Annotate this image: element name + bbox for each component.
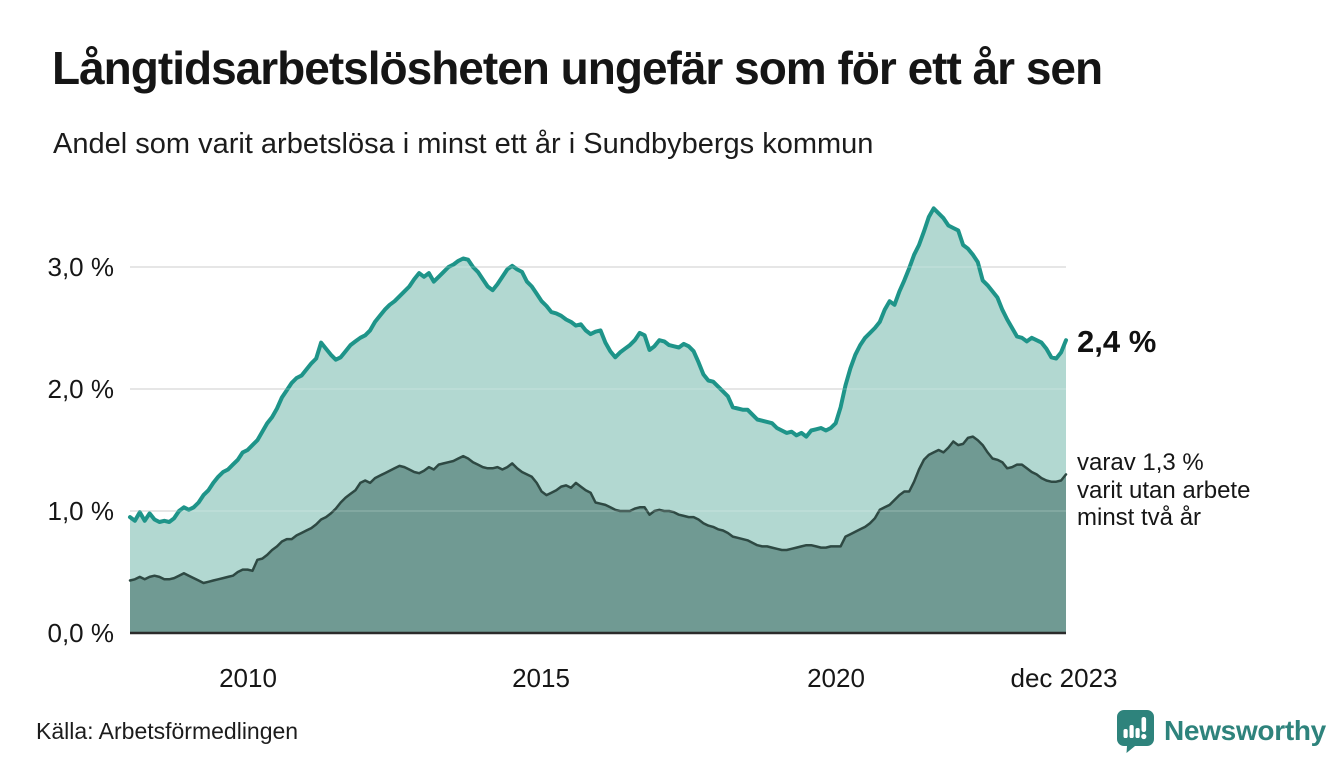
- x-tick-2010: 2010: [219, 663, 277, 693]
- page-title: Långtidsarbetslösheten ungefär som för e…: [52, 42, 1103, 94]
- latest-value-label: 2,4 %: [1077, 324, 1157, 359]
- two-year-note-line3: minst två år: [1077, 504, 1202, 531]
- newsworthy-logo-text: Newsworthy: [1164, 715, 1326, 746]
- newsworthy-bubble-chart-icon: [1115, 709, 1155, 753]
- y-tick-3: 3,0 %: [47, 252, 115, 282]
- two-year-note-line2: varit utan arbete: [1077, 476, 1251, 504]
- x-tick-dec-2023: dec 2023: [1010, 663, 1118, 693]
- x-tick-2015: 2015: [512, 663, 570, 693]
- newsworthy-logo[interactable]: Newsworthy: [1115, 709, 1326, 753]
- line-one-year: [128, 206, 1068, 524]
- x-tick-2020: 2020: [807, 663, 865, 693]
- area-two-years: [130, 436, 1066, 633]
- y-tick-2: 2,0 %: [47, 374, 115, 404]
- line-two-years: [128, 435, 1068, 585]
- source-attribution: Källa: Arbetsförmedlingen: [36, 718, 299, 744]
- chart-subtitle: Andel som varit arbetslösa i minst ett å…: [53, 128, 874, 160]
- two-year-note: varav 1,3 % varit utan arbete minst två …: [1077, 449, 1250, 532]
- y-tick-1: 1,0 %: [47, 496, 115, 526]
- two-year-note-line1: varav 1,3 %: [1077, 449, 1204, 476]
- y-tick-0: 0,0 %: [47, 618, 115, 648]
